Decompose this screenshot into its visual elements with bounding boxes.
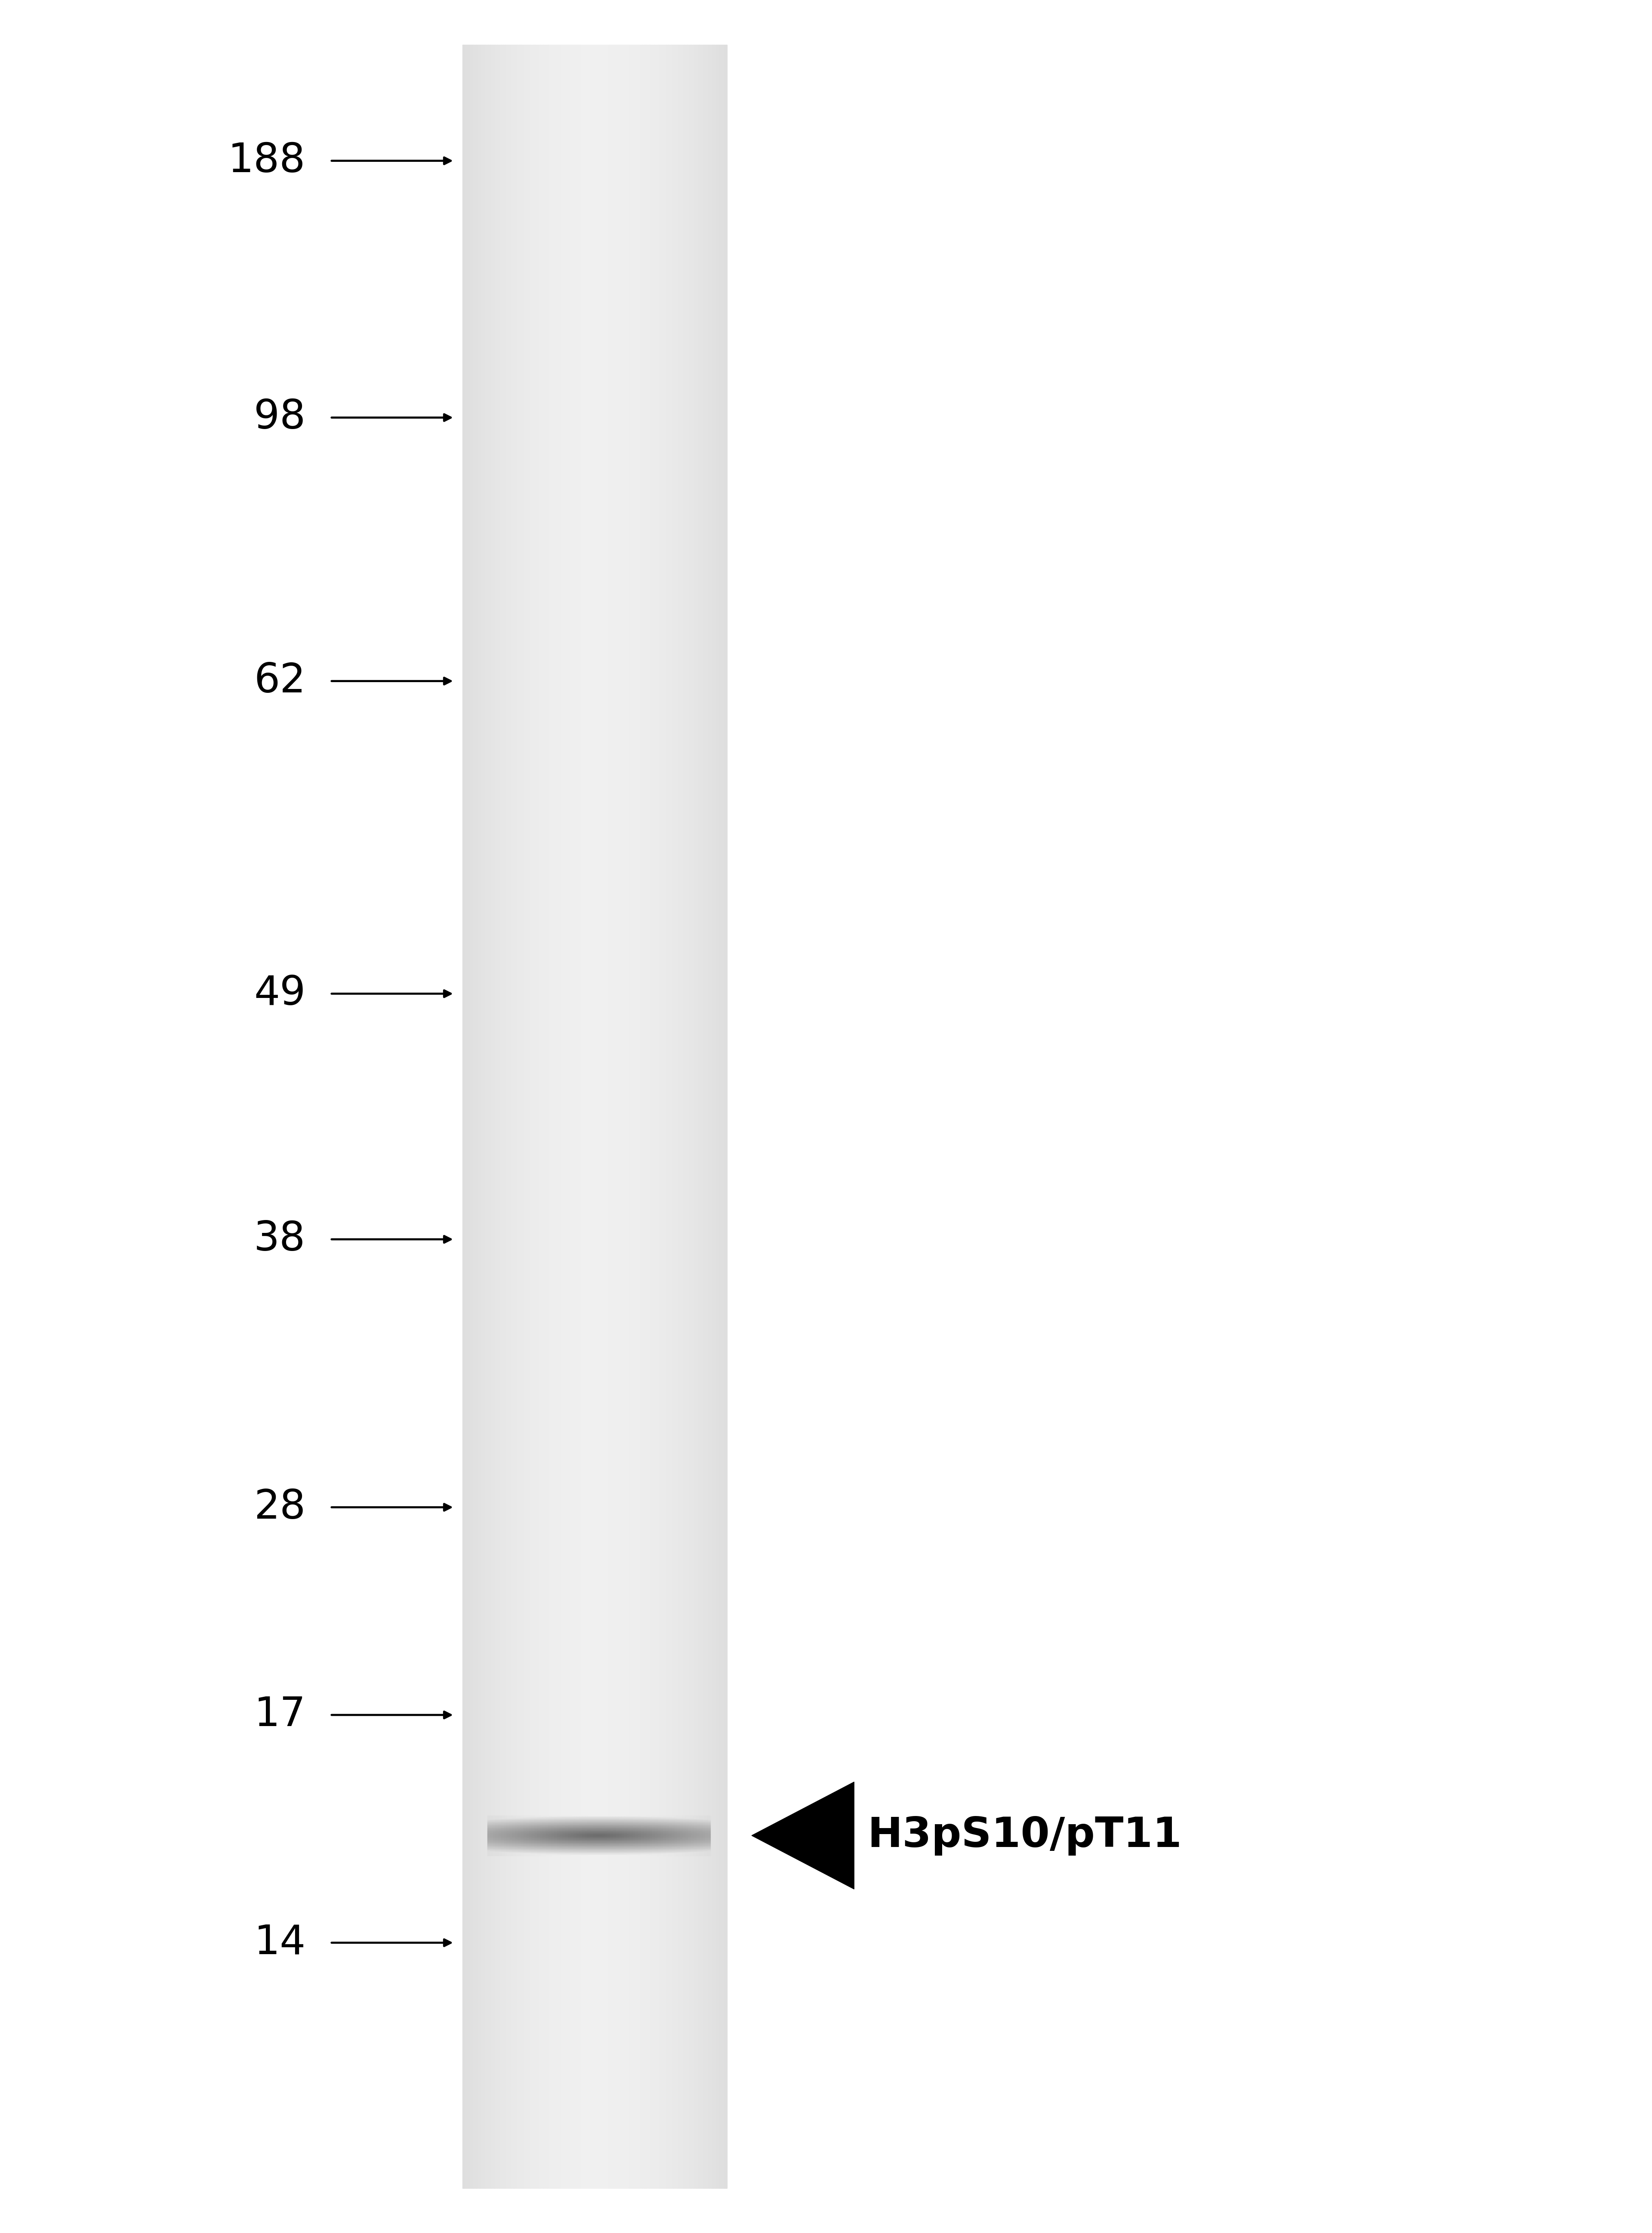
Text: 38: 38 (254, 1219, 306, 1259)
Text: 49: 49 (254, 974, 306, 1014)
Text: 28: 28 (254, 1487, 306, 1527)
Text: 17: 17 (254, 1695, 306, 1735)
Polygon shape (752, 1782, 854, 1889)
Text: 188: 188 (228, 141, 306, 181)
Text: 62: 62 (254, 661, 306, 701)
Text: H3pS10/pT11: H3pS10/pT11 (867, 1815, 1181, 1856)
Text: 14: 14 (254, 1923, 306, 1963)
Text: 98: 98 (254, 397, 306, 438)
